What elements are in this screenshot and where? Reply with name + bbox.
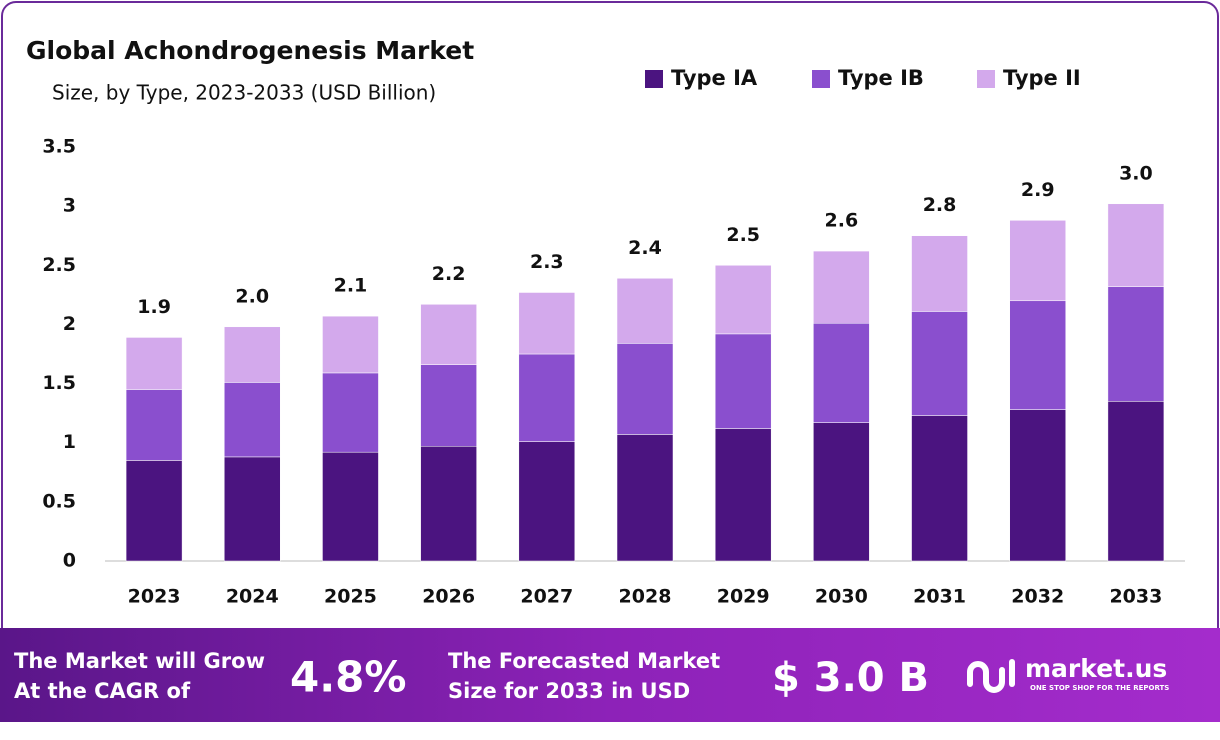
footer-text: Size for 2033 in USD — [448, 679, 690, 703]
footer-text: The Forecasted Market — [448, 649, 720, 673]
total-label: 2.5 — [726, 224, 760, 246]
bar-segment — [1009, 300, 1066, 410]
x-tick-label: 2024 — [226, 586, 279, 608]
bar-segment — [518, 292, 576, 355]
total-label: 2.2 — [432, 263, 466, 285]
total-label: 2.6 — [825, 210, 859, 232]
bar-segment — [224, 326, 281, 383]
total-label: 2.9 — [1021, 179, 1055, 201]
bar-segment — [813, 422, 870, 562]
bar-segment — [911, 311, 968, 416]
bar-segment — [420, 364, 477, 447]
bar-segment — [518, 441, 576, 562]
footer-value: $ 3.0 B — [772, 655, 929, 701]
y-tick-label: 3 — [63, 195, 76, 217]
bar-segment — [322, 372, 379, 453]
footer-text: The Market will Grow — [14, 649, 265, 673]
bar-segment — [1107, 401, 1165, 562]
chart-title: Global Achondrogenesis Market — [26, 36, 474, 65]
footer-value: 4.8% — [290, 653, 406, 702]
bar-segment — [224, 456, 281, 562]
tagline: ONE STOP SHOP FOR THE REPORTS — [1030, 684, 1169, 692]
x-tick-label: 2032 — [1011, 586, 1064, 608]
bar-segment — [911, 415, 968, 562]
bar-segment — [714, 428, 772, 562]
bar-segment — [616, 434, 674, 562]
total-label: 2.1 — [334, 275, 368, 297]
bar-segment — [125, 389, 183, 461]
y-tick-label: 3.5 — [42, 136, 76, 158]
bar-segment — [616, 343, 674, 435]
bar-segment — [714, 265, 772, 335]
x-tick-label: 2028 — [619, 586, 672, 608]
bar-segment — [420, 446, 477, 562]
bar-segment — [714, 333, 772, 429]
bar-segment — [1107, 286, 1165, 402]
plot: 0 0.5 1 1.5 2 2.5 3 3.5 2023 1.9 2024 2.0 2025 2.1 202… — [42, 136, 1185, 608]
chart-subtitle: Size, by Type, 2023-2033 (USD Billion) — [52, 81, 436, 105]
bar-segment — [813, 322, 870, 423]
total-label: 3.0 — [1119, 162, 1153, 184]
bar-segment — [322, 451, 379, 562]
total-label: 2.0 — [235, 285, 269, 307]
y-tick-label: 2.5 — [42, 254, 76, 276]
bar-segment — [911, 235, 968, 312]
legend: Type IA Type IB Type II — [645, 66, 1081, 90]
logo-icon — [967, 659, 1015, 693]
legend-swatch — [812, 70, 830, 88]
footer-text: At the CAGR of — [14, 679, 191, 703]
legend-label: Type IA — [671, 66, 758, 90]
bar-segment — [420, 304, 477, 365]
y-tick-label: 0.5 — [42, 490, 76, 512]
total-label: 2.8 — [923, 194, 957, 216]
total-label: 2.3 — [530, 251, 564, 273]
y-tick-label: 2 — [63, 313, 76, 335]
x-tick-label: 2030 — [815, 586, 868, 608]
bar-segment — [125, 460, 183, 562]
legend-label: Type II — [1003, 66, 1081, 90]
x-tick-label: 2023 — [128, 586, 181, 608]
brand: market.us — [1025, 654, 1167, 683]
legend-label: Type IB — [838, 66, 924, 90]
bar-segment — [125, 337, 183, 390]
y-tick-label: 0 — [63, 550, 76, 572]
bar-segment — [616, 278, 674, 344]
total-label: 2.4 — [628, 237, 662, 259]
bar-segment — [813, 250, 870, 324]
x-tick-label: 2025 — [324, 586, 377, 608]
bar-segment — [1009, 409, 1066, 562]
legend-swatch — [645, 70, 663, 88]
bar-segment — [322, 315, 379, 374]
bar-segment — [518, 353, 576, 442]
x-tick-label: 2031 — [913, 586, 966, 608]
x-tick-label: 2029 — [717, 586, 770, 608]
x-tick-label: 2026 — [422, 586, 475, 608]
total-label: 1.9 — [137, 296, 171, 318]
footer-band — [0, 628, 1220, 722]
bar-segment — [224, 382, 281, 458]
bar-segment — [1009, 220, 1066, 302]
legend-swatch — [977, 70, 995, 88]
y-tick-label: 1 — [63, 431, 76, 453]
x-tick-label: 2027 — [520, 586, 573, 608]
x-tick-label: 2033 — [1109, 586, 1162, 608]
y-tick-label: 1.5 — [42, 372, 76, 394]
bar-segment — [1107, 203, 1165, 287]
